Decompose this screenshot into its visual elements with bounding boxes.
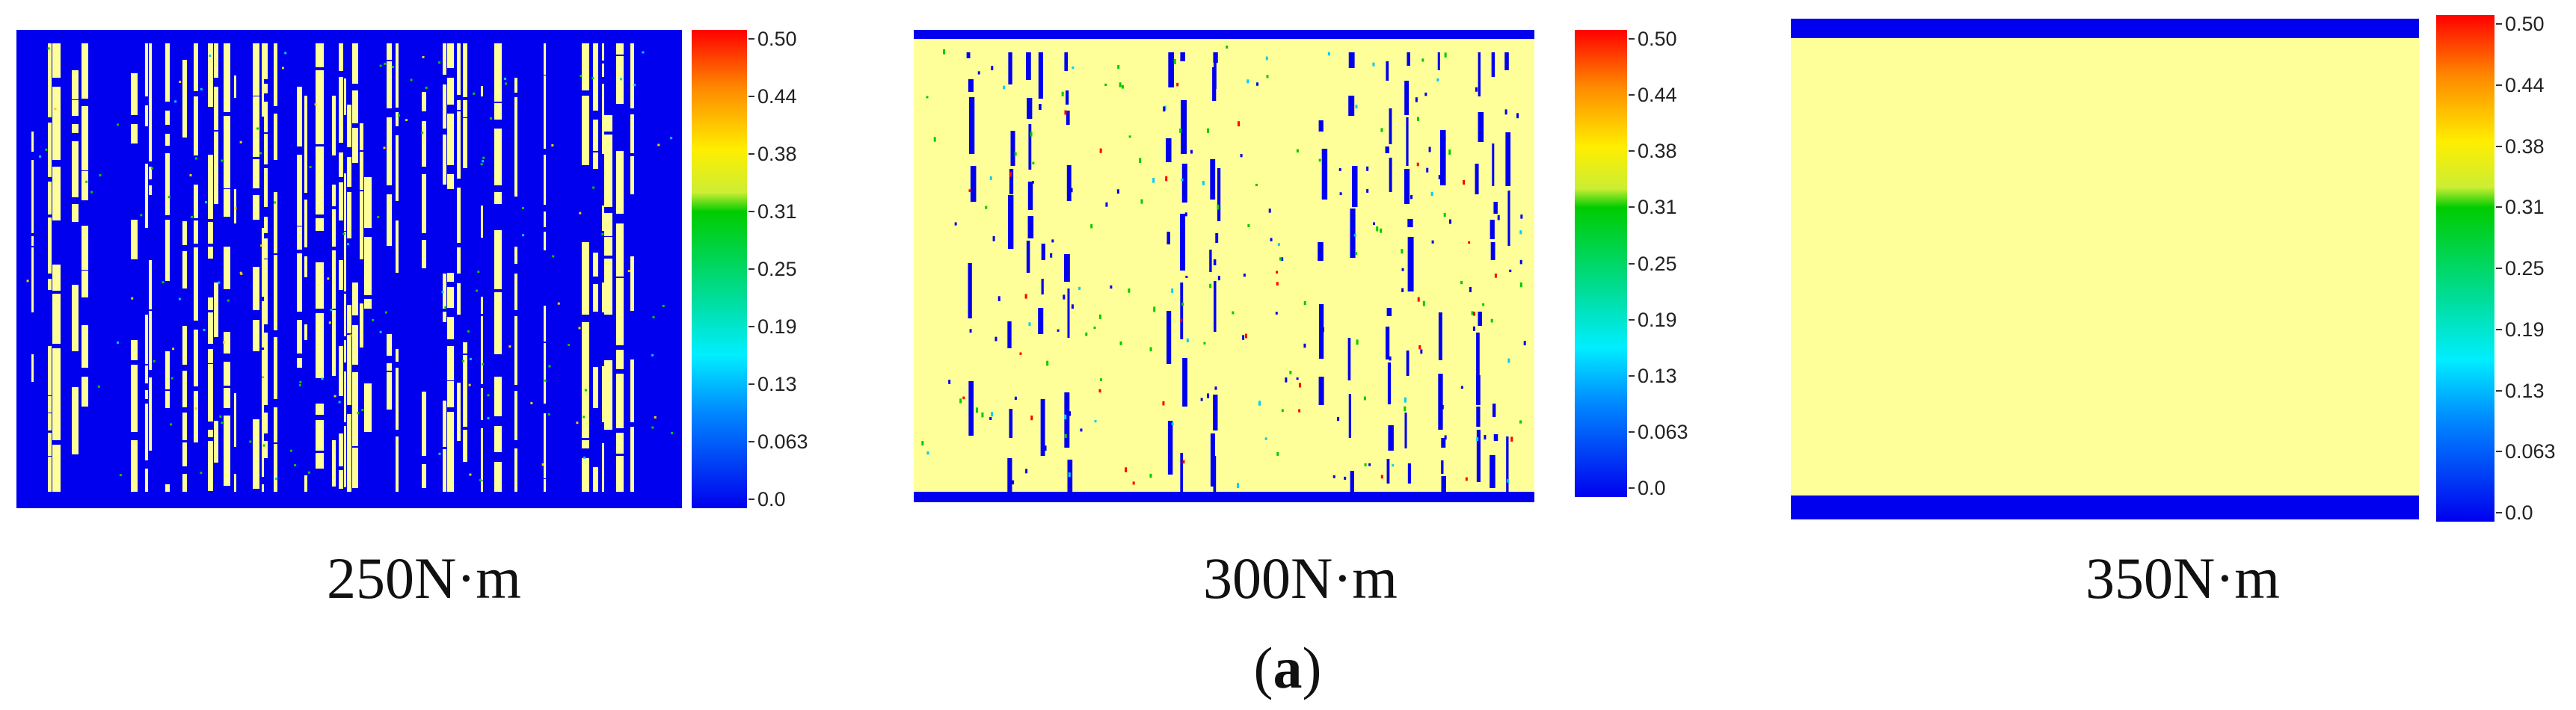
colorbar-tick-label: 0.44 bbox=[2505, 73, 2545, 96]
colorbar-tick-label: 0.44 bbox=[757, 85, 797, 108]
colorbar-tick-label: 0.19 bbox=[1638, 308, 1677, 331]
colorbar-tick-label: 0.25 bbox=[2505, 257, 2545, 280]
colorbar-tick-label: 0.063 bbox=[1638, 420, 1688, 443]
colorbar-tick-label: 0.50 bbox=[2505, 13, 2545, 35]
colorbar-tick-mark bbox=[748, 38, 754, 40]
colorbar-tick-mark bbox=[1629, 374, 1635, 377]
colorbar-tick-mark bbox=[2496, 206, 2502, 209]
colorbar-tick-label: 0.19 bbox=[757, 315, 797, 338]
colorbar-tick-label: 0.25 bbox=[1638, 252, 1677, 275]
colorbar-tick-mark bbox=[1629, 206, 1635, 209]
colorbar-tick-label: 0.38 bbox=[2505, 135, 2545, 158]
caption-250: 250N·m bbox=[327, 546, 521, 611]
colorbar-gradient bbox=[2436, 15, 2494, 522]
bottom-edge-band bbox=[16, 492, 682, 508]
colorbar-tick-mark bbox=[1629, 318, 1635, 321]
pale-yellow-background bbox=[1791, 19, 2419, 519]
colorbar-300: 0.50 0.44 0.38 0.31 0.25 0.19 0.13 0.063 0.0 bbox=[1575, 29, 1688, 498]
figure-label-letter: a bbox=[1273, 635, 1303, 700]
colorbar-tick-mark bbox=[748, 211, 754, 212]
colorbar-tick-label: 0.0 bbox=[2505, 501, 2533, 524]
colorbar-tick-label: 0.44 bbox=[1638, 84, 1677, 107]
colorbar-tick-mark bbox=[2496, 328, 2502, 330]
colorbar-tick-mark bbox=[2496, 512, 2502, 513]
figure-label: (a) bbox=[1213, 639, 1362, 697]
colorbar-tick-mark bbox=[2496, 268, 2502, 269]
colorbar-tick-label: 0.063 bbox=[757, 430, 808, 453]
figure-label-close: ) bbox=[1302, 635, 1322, 700]
pale-yellow-background bbox=[914, 30, 1534, 502]
bottom-edge-band bbox=[1791, 496, 2419, 519]
figure-label-open: ( bbox=[1253, 635, 1273, 700]
colorbar-tick-label: 0.50 bbox=[1638, 28, 1677, 50]
colorbar-tick-mark bbox=[748, 498, 754, 500]
colorbar-tick-label: 0.19 bbox=[2505, 318, 2545, 341]
colorbar-tick-mark bbox=[748, 96, 754, 97]
colorbar-tick-label: 0.063 bbox=[2505, 440, 2556, 463]
colorbar-tick-mark bbox=[748, 441, 754, 442]
colorbar-tick-label: 0.13 bbox=[1638, 364, 1677, 387]
colorbar-tick-label: 0.38 bbox=[1638, 140, 1677, 163]
top-edge-band bbox=[1791, 19, 2419, 38]
colorbar-tick-mark bbox=[2496, 23, 2502, 25]
colorbar-tick-mark bbox=[748, 153, 754, 155]
colorbar-tick-mark bbox=[748, 383, 754, 385]
colorbar-tick-mark bbox=[1629, 430, 1635, 433]
contour-map-300 bbox=[914, 30, 1534, 502]
top-edge-band bbox=[914, 30, 1534, 39]
colorbar-tick-mark bbox=[1629, 487, 1635, 489]
colorbar-tick-mark bbox=[748, 326, 754, 327]
colorbar-tick-mark bbox=[2496, 389, 2502, 392]
colorbar-tick-mark bbox=[1629, 94, 1635, 96]
colorbar-tick-label: 0.50 bbox=[757, 28, 797, 50]
contour-map-250 bbox=[16, 30, 682, 508]
caption-350: 350N·m bbox=[2085, 546, 2280, 611]
colorbar-gradient bbox=[1575, 30, 1627, 497]
colorbar-tick-label: 0.31 bbox=[2505, 196, 2545, 219]
colorbar-tick-label: 0.31 bbox=[1638, 196, 1677, 219]
colorbar-tick-label: 0.31 bbox=[757, 200, 797, 223]
colorbar-gradient bbox=[692, 30, 747, 508]
colorbar-tick-label: 0.13 bbox=[2505, 379, 2545, 402]
colorbar-tick-label: 0.38 bbox=[757, 143, 797, 165]
colorbar-tick-label: 0.13 bbox=[757, 373, 797, 395]
contour-map-350 bbox=[1791, 19, 2419, 519]
bottom-edge-band bbox=[914, 492, 1534, 502]
colorbar-250: 0.50 0.44 0.38 0.31 0.25 0.19 0.13 0.063 0.0 bbox=[692, 29, 808, 510]
colorbar-tick-label: 0.25 bbox=[757, 258, 797, 280]
colorbar-tick-mark bbox=[1629, 150, 1635, 152]
colorbar-tick-label: 0.0 bbox=[1638, 477, 1666, 499]
top-edge-band bbox=[16, 30, 682, 40]
colorbar-tick-mark bbox=[1629, 38, 1635, 40]
colorbar-tick-mark bbox=[2496, 84, 2502, 86]
colorbar-tick-mark bbox=[2496, 145, 2502, 147]
colorbar-350: 0.50 0.44 0.38 0.31 0.25 0.19 0.13 0.063 0.0 bbox=[2436, 14, 2556, 523]
colorbar-tick-mark bbox=[1629, 262, 1635, 265]
colorbar-tick-label: 0.0 bbox=[757, 488, 786, 510]
colorbar-tick-mark bbox=[2496, 451, 2502, 453]
caption-300: 300N·m bbox=[1203, 546, 1398, 611]
colorbar-tick-mark bbox=[748, 268, 754, 270]
